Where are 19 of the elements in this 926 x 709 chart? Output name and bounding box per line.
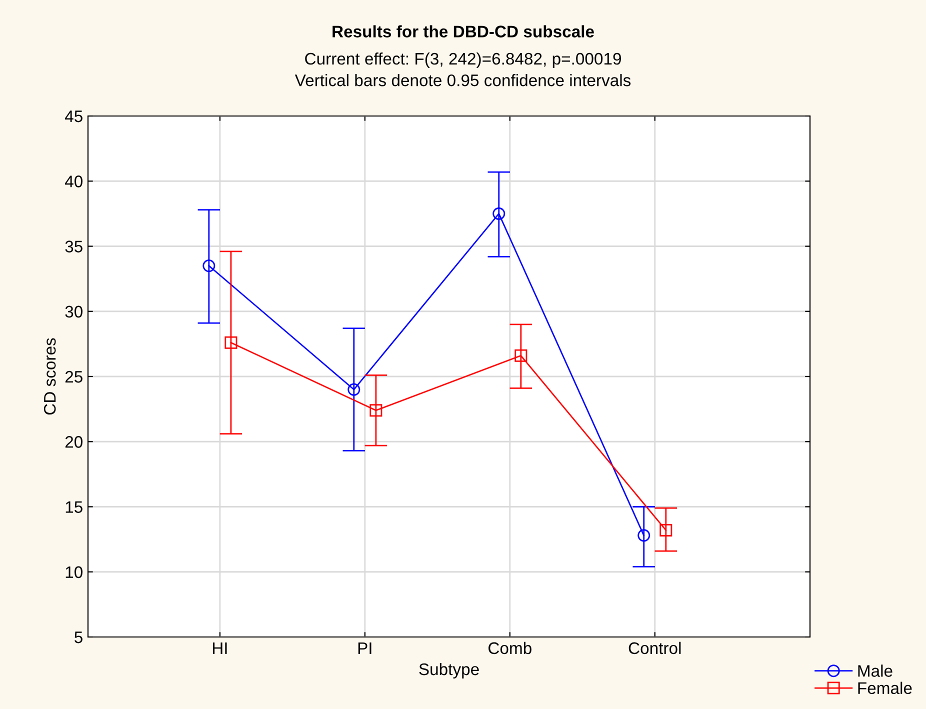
legend-label: Male	[858, 664, 892, 677]
y-axis-title: CD scores	[44, 338, 56, 415]
x-tick-label: Control	[628, 642, 681, 654]
x-tick-label: PI	[358, 642, 372, 654]
y-tick-label: 30	[65, 306, 82, 318]
y-tick-label: 25	[65, 370, 82, 383]
y-tick-label: 15	[66, 501, 82, 513]
y-tick-label: 40	[64, 176, 82, 188]
y-tick-label: 5	[74, 632, 82, 644]
legend-label: Female	[858, 682, 912, 694]
y-tick-label: 35	[65, 240, 82, 252]
chart-subtitle: Current effect: F(3, 242)=6.8482, p=.00019 Vertical bars denote 0.95 confidence intervals	[294, 52, 631, 86]
y-tick-label: 20	[65, 436, 82, 448]
chart-title: Results for the DBD-CD subscale	[332, 25, 594, 38]
y-tick-label: 10	[66, 566, 82, 578]
y-tick-label: 45	[64, 110, 82, 122]
x-tick-label: HI	[212, 642, 227, 654]
x-axis-title: Subtype	[419, 662, 479, 678]
x-tick-label: Comb	[488, 642, 532, 654]
